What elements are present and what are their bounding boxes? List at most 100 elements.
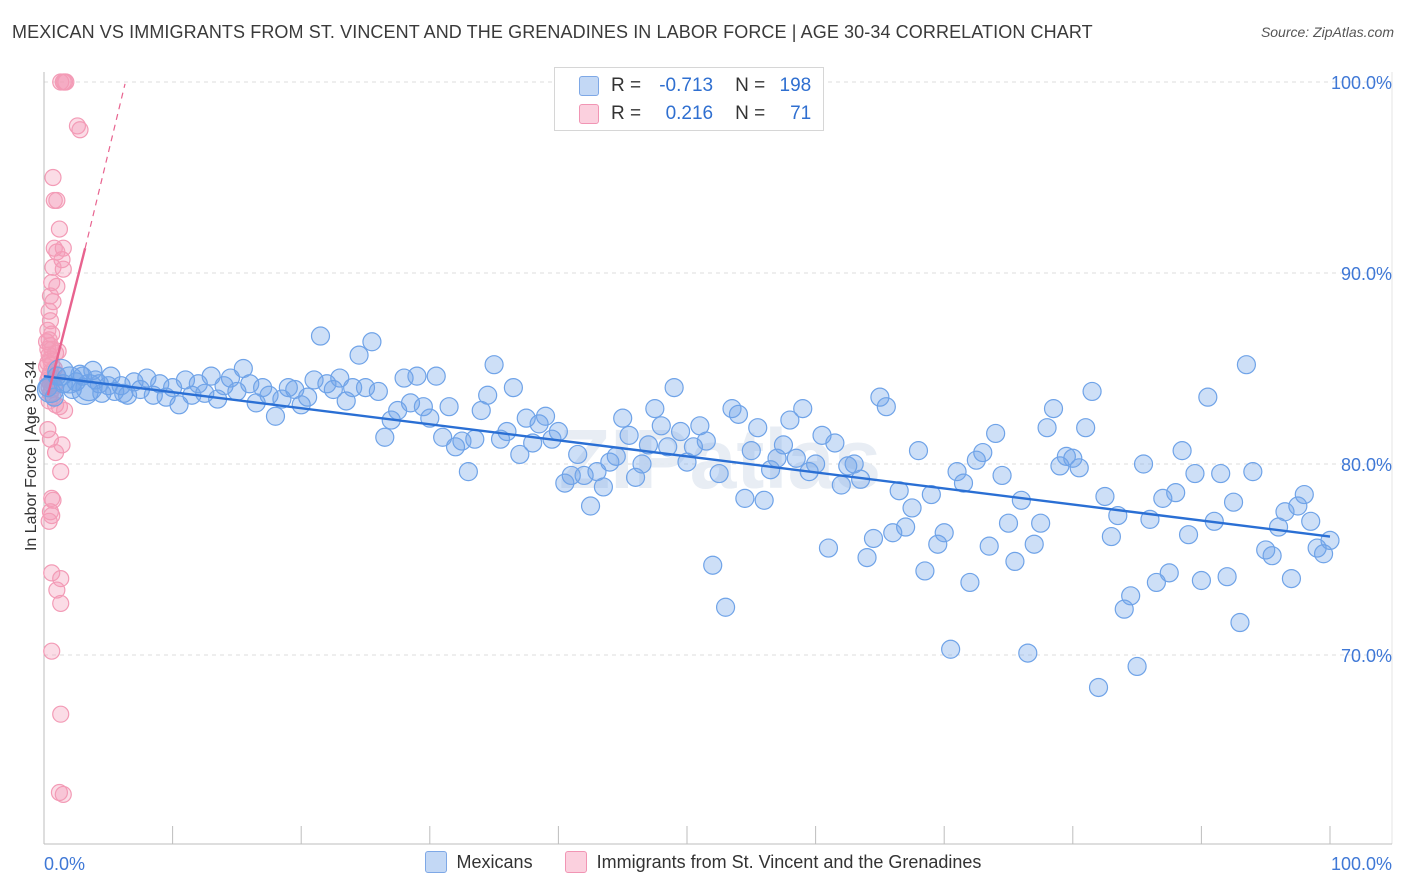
- immigrants-point: [40, 512, 58, 530]
- mexicans-point: [355, 378, 376, 398]
- n-value: 71: [790, 103, 812, 124]
- immigrants-point: [43, 564, 61, 582]
- mexicans-point: [606, 446, 626, 466]
- mexicans-point: [1166, 483, 1186, 503]
- mexicans-point: [1018, 643, 1038, 663]
- mexicans-point: [458, 462, 478, 482]
- immigrants-trend-extension: [84, 83, 126, 249]
- r-label: R =: [611, 75, 642, 96]
- mexicans-point: [253, 378, 273, 398]
- mexicans-point: [1133, 454, 1154, 474]
- correlation-legend: R = -0.713 N = 198 R = 0.216 N = 71: [554, 67, 824, 131]
- immigrants-legend-swatch: [564, 851, 587, 873]
- immigrants-point: [52, 705, 70, 723]
- legend-row-mexicans: R = -0.713 N = 198: [555, 72, 811, 100]
- immigrants-point: [44, 293, 62, 311]
- legend-label-mexicans: Mexicans: [456, 851, 533, 872]
- mexicans-point: [265, 406, 286, 426]
- mexicans-point: [986, 423, 1006, 444]
- mexicans-point: [1146, 572, 1166, 593]
- immigrants-point: [57, 73, 75, 91]
- mexicans-point: [934, 523, 954, 543]
- n-value: 198: [779, 75, 812, 96]
- mexicans-trend-line: [43, 374, 1331, 538]
- mexicans-point: [114, 383, 134, 403]
- mexicans-points: [36, 326, 1340, 698]
- mexicans-point: [71, 377, 99, 406]
- immigrants-point: [44, 168, 62, 187]
- mexicans-point: [960, 572, 980, 593]
- mexicans-point: [715, 597, 736, 617]
- legend-label-immigrants: Immigrants from St. Vincent and the Gren…: [596, 851, 982, 872]
- mexicans-point: [696, 431, 716, 451]
- mexicans-point: [780, 410, 800, 430]
- immigrants-point: [48, 191, 66, 210]
- mexicans-point: [580, 496, 601, 516]
- mexicans-point: [754, 490, 774, 510]
- mexicans-point: [670, 421, 691, 442]
- mexicans-point: [1262, 546, 1282, 566]
- mexicans-point: [638, 435, 659, 455]
- mexicans-point: [703, 555, 723, 575]
- mexicans-point: [1095, 486, 1115, 507]
- mexicans-point: [548, 421, 569, 442]
- mexicans-point: [1101, 526, 1121, 547]
- mexicans-point: [1185, 463, 1205, 484]
- immigrants-point: [48, 581, 66, 599]
- mexicans-point: [908, 441, 929, 461]
- mexicans-point: [535, 406, 556, 426]
- mexicans-point: [928, 534, 948, 554]
- mexicans-point: [407, 366, 427, 386]
- trend-lines: [43, 83, 1331, 538]
- mexicans-point: [773, 435, 794, 455]
- y-axis-label: In Labor Force | Age 30-34: [23, 360, 40, 552]
- mexicans-point: [1127, 656, 1147, 677]
- immigrants-point: [44, 258, 62, 276]
- y-tick-labels: 70.0% 80.0% 90.0% 100.0%: [1331, 73, 1392, 666]
- mexicans-point: [439, 397, 459, 417]
- mexicans-point: [748, 418, 768, 438]
- mexicans-point: [433, 427, 453, 447]
- mexicans-point: [1031, 513, 1051, 533]
- mexicans-point: [741, 441, 761, 461]
- mexicans-point: [876, 397, 896, 417]
- mexicans-point: [805, 454, 826, 474]
- mexicans-point: [1121, 586, 1141, 606]
- mexicans-point: [101, 366, 121, 386]
- mexicans-point: [169, 395, 189, 415]
- mexicans-point: [992, 465, 1012, 486]
- axes: [43, 72, 1392, 845]
- mexicans-point: [1063, 448, 1083, 468]
- immigrants-point: [52, 463, 70, 481]
- mexicans-point: [375, 427, 395, 447]
- mexicans-point: [330, 368, 350, 388]
- mexicans-point: [1211, 463, 1231, 484]
- mexicans-point: [998, 513, 1019, 533]
- immigrants-swatch: [579, 104, 599, 124]
- series-legend: Mexicans Immigrants from St. Vincent and…: [0, 851, 1406, 873]
- mexicans-point: [529, 414, 549, 434]
- mexicans-point: [902, 498, 922, 518]
- immigrants-point: [39, 421, 57, 439]
- y-tick-label: 100.0%: [1331, 73, 1392, 93]
- mexicans-point: [953, 473, 974, 493]
- mexicans-point: [349, 345, 369, 365]
- r-label: R =: [611, 103, 642, 124]
- mexicans-point: [304, 370, 324, 390]
- mexicans-point: [465, 429, 485, 449]
- mexicans-point: [1037, 418, 1057, 438]
- immigrants-points: [37, 73, 89, 804]
- mexicans-point: [503, 378, 523, 398]
- mexicans-point: [1069, 458, 1089, 478]
- mexicans-point: [1243, 462, 1263, 482]
- mexicans-point: [400, 393, 421, 413]
- mexicans-point: [915, 561, 935, 581]
- mexicans-point: [793, 399, 813, 419]
- mexicans-point: [651, 416, 671, 436]
- mexicans-point: [1076, 418, 1096, 438]
- mexicans-point: [298, 387, 318, 407]
- mexicans-point: [728, 404, 749, 424]
- mexicans-point: [413, 397, 433, 417]
- mexicans-swatch: [579, 76, 599, 96]
